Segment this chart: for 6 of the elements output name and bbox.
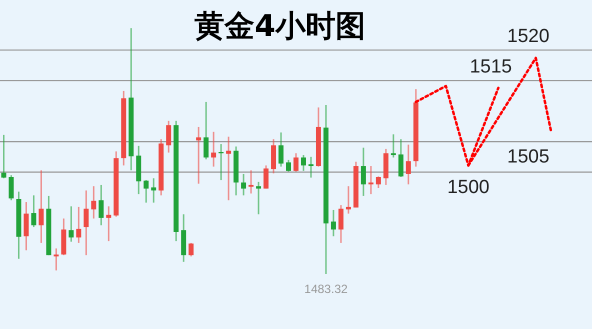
annotation: 1483.32 (304, 282, 348, 296)
ref-line-label: 1515 (470, 56, 512, 78)
ref-line-label: 1500 (447, 177, 490, 198)
ref-line-label: 1505 (507, 146, 550, 168)
chart-title: 黄金4小时图 (194, 9, 366, 44)
ref-line-label: 1520 (507, 26, 550, 48)
